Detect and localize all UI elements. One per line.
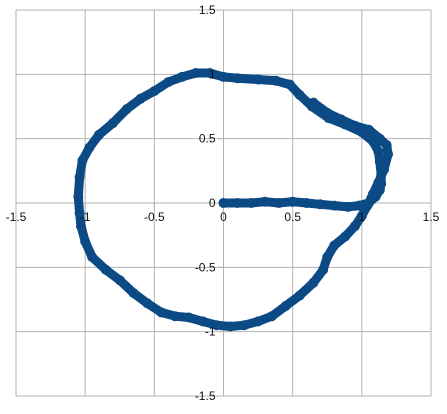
data-point [284, 79, 295, 90]
data-point [383, 149, 394, 160]
data-point [322, 107, 333, 118]
data-point [211, 320, 222, 331]
data-point [197, 316, 208, 327]
data-point [84, 142, 95, 153]
data-point [379, 164, 389, 175]
data-point [349, 120, 360, 131]
x-tick-label: -1 [80, 210, 91, 224]
data-point [253, 74, 264, 85]
data-point [170, 311, 181, 322]
data-point [253, 316, 264, 327]
data-point [239, 320, 250, 331]
data-point [218, 198, 229, 208]
data-point [163, 77, 174, 88]
data-point [149, 86, 160, 97]
data-series [73, 68, 394, 332]
data-point [322, 252, 333, 262]
data-point [374, 133, 385, 144]
data-point [100, 264, 111, 275]
y-tick-label: 0.5 [199, 132, 216, 146]
data-point [190, 68, 201, 78]
data-point [349, 221, 360, 232]
data-point [74, 172, 85, 183]
data-point [76, 221, 86, 232]
data-point [142, 298, 153, 309]
data-point [336, 114, 347, 125]
data-point [128, 288, 139, 299]
data-point [329, 240, 340, 251]
data-point [87, 252, 98, 262]
x-tick-label: 1 [358, 210, 365, 224]
data-point [301, 198, 312, 208]
data-point [363, 124, 374, 135]
data-point [294, 89, 305, 100]
x-tick-label: 0 [220, 210, 227, 224]
data-point [107, 118, 118, 129]
data-point [232, 198, 243, 208]
data-point [356, 210, 367, 221]
data-point [315, 199, 326, 210]
data-point [329, 200, 340, 211]
data-point [246, 198, 257, 208]
data-point [273, 198, 284, 208]
y-tick-label: -0.5 [195, 260, 216, 274]
data-point [362, 200, 373, 211]
data-point [294, 290, 305, 301]
data-point [318, 264, 329, 275]
data-point [77, 155, 88, 166]
data-point [266, 311, 277, 322]
data-point [367, 189, 378, 199]
data-point [156, 307, 167, 318]
y-tick-label: 0 [209, 196, 216, 210]
data-point [80, 236, 91, 247]
data-point [280, 300, 291, 311]
x-tick-label: 0.5 [284, 210, 301, 224]
data-point [308, 277, 319, 288]
data-point [308, 97, 319, 108]
data-point [121, 104, 132, 115]
data-point [271, 75, 282, 86]
data-point [73, 191, 84, 202]
data-point [343, 201, 353, 212]
data-point [135, 93, 146, 104]
data-point [204, 68, 215, 78]
y-tick-label: 1 [209, 67, 216, 81]
y-tick-label: -1.5 [195, 389, 216, 403]
data-point [225, 321, 236, 332]
data-point [340, 231, 351, 242]
x-tick-label: -0.5 [144, 210, 165, 224]
data-point [374, 156, 385, 167]
data-point [74, 208, 85, 219]
y-tick-label: -1 [205, 325, 216, 339]
data-point [354, 200, 365, 211]
tick-labels: -1.5 -1 -0.5 0 0.5 1 1.5 -1.5 -1 -0.5 0 0.5 1 1.5 [6, 3, 440, 403]
data-point [94, 129, 104, 140]
data-point [260, 196, 270, 207]
data-point [183, 312, 194, 323]
data-point [177, 71, 187, 82]
data-point [373, 146, 384, 157]
x-tick-label: -1.5 [6, 210, 27, 224]
data-point [381, 140, 392, 151]
data-point [232, 73, 243, 84]
data-point [218, 71, 229, 82]
y-tick-label: 1.5 [199, 3, 216, 17]
data-point [114, 275, 125, 286]
data-point [373, 177, 384, 188]
data-point [287, 196, 298, 207]
x-tick-label: 1.5 [423, 210, 440, 224]
